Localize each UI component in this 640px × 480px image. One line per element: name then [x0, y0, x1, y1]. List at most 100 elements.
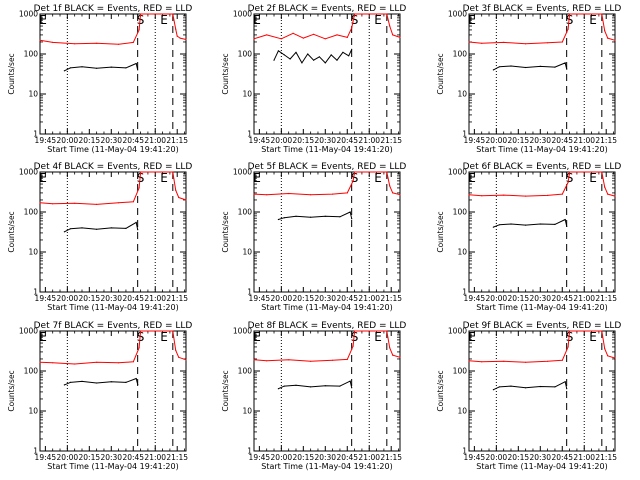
series-point [569, 330, 571, 332]
plot-frame [253, 330, 401, 452]
series-point [392, 354, 394, 356]
series-point [135, 377, 137, 380]
y-tick-label: 1000 [19, 10, 38, 19]
series-point [604, 30, 606, 32]
series-point [614, 195, 616, 197]
series-point [349, 211, 351, 213]
y-tick-label: 100 [24, 208, 39, 217]
detector-panel-7: Det 7f BLACK = Events, RED = LLD 1 10 100 10… [7, 321, 192, 471]
marker-s: S [137, 330, 145, 344]
series-point [81, 66, 83, 68]
x-tick-label: 21:00 [573, 294, 595, 303]
x-axis-label: Start Time (11-May-04 19:41:20) [476, 145, 607, 154]
series-point [561, 41, 563, 43]
x-tick-label: 21:15 [595, 453, 617, 462]
x-tick-label: 20:45 [551, 136, 573, 145]
y-tick-label: 100 [238, 208, 253, 217]
x-tick-label: 19:45 [249, 136, 271, 145]
y-axis-label: Counts/sec [7, 53, 16, 94]
series-point [283, 217, 285, 219]
panel-title: Det 5f BLACK = Events, RED = LLD [248, 162, 407, 172]
series-point [132, 361, 134, 363]
series-point [302, 37, 304, 39]
series-point [503, 41, 505, 44]
x-tick-label: 20:45 [336, 294, 358, 303]
x-axis-label: Start Time (11-May-04 19:41:20) [47, 303, 178, 312]
marker-e: E [39, 330, 47, 344]
series-point [39, 361, 41, 363]
series-point [280, 38, 282, 40]
plot-frame [468, 171, 616, 293]
x-tick-label: 21:00 [358, 136, 380, 145]
panel-title: Det 9f BLACK = Events, RED = LLD [463, 321, 622, 331]
series-point [69, 228, 71, 230]
y-tick-label: 1000 [448, 10, 467, 19]
series-point [525, 387, 527, 389]
series-point [313, 59, 315, 61]
y-tick-label: 10 [457, 248, 467, 257]
panel-title: Det 3f BLACK = Events, RED = LLD [463, 4, 622, 14]
x-axis-label: Start Time (11-May-04 19:41:20) [47, 462, 178, 471]
series-point [74, 43, 76, 45]
series-point [607, 37, 609, 39]
series-point [96, 382, 98, 384]
series-point [52, 41, 54, 44]
series-point [172, 13, 174, 15]
marker-s: S [566, 171, 574, 185]
x-tick-label: 21:15 [380, 136, 402, 145]
series-point [564, 218, 566, 221]
x-tick-label: 20:00 [271, 294, 293, 303]
series-point [175, 28, 177, 30]
series-point [547, 42, 549, 44]
x-tick-label: 21:15 [380, 453, 402, 462]
series-point [567, 28, 569, 30]
series-point [283, 54, 285, 56]
y-tick-label: 1000 [19, 327, 38, 336]
detector-panel-8: Det 8f BLACK = Events, RED = LLD 1 10 100 10… [221, 321, 406, 471]
series-point [567, 181, 569, 183]
marker-s: S [566, 13, 574, 27]
y-tick-label: 10 [28, 90, 38, 99]
y-tick-label: 1000 [448, 327, 467, 336]
series-point [339, 385, 341, 387]
x-axis-label: Start Time (11-May-04 19:41:20) [476, 303, 607, 312]
y-tick-label: 10 [242, 90, 252, 99]
series-point [110, 66, 112, 68]
series-point [273, 59, 275, 61]
series-point [63, 231, 65, 233]
series-point [140, 330, 142, 332]
series-point [554, 223, 556, 225]
series-point [292, 32, 294, 34]
series-point [330, 54, 332, 56]
y-axis-label: Counts/sec [7, 211, 16, 252]
x-tick-label: 20:15 [293, 136, 315, 145]
x-tick-label: 21:00 [358, 453, 380, 462]
series-line-0 [468, 330, 616, 363]
series-point [389, 185, 391, 187]
x-tick-label: 20:00 [57, 453, 79, 462]
series-point [569, 171, 571, 173]
y-tick-label: 10 [242, 248, 252, 257]
series-point [481, 195, 483, 197]
y-tick-label: 1 [247, 288, 252, 297]
y-tick-label: 100 [238, 367, 253, 376]
series-point [539, 223, 541, 225]
x-tick-label: 20:45 [336, 453, 358, 462]
y-tick-label: 100 [453, 50, 468, 59]
marker-e: E [160, 171, 168, 185]
series-point [351, 27, 353, 29]
series-point [525, 361, 527, 363]
series-line-1 [493, 381, 568, 391]
series-point [318, 56, 320, 58]
series-point [185, 38, 187, 41]
series-line-1 [493, 62, 568, 71]
x-axis-label: Start Time (11-May-04 19:41:20) [261, 303, 392, 312]
marker-s: S [137, 13, 145, 27]
series-point [389, 25, 391, 27]
x-tick-label: 21:00 [358, 294, 380, 303]
series-point [339, 216, 341, 218]
y-axis-label: Counts/sec [221, 370, 230, 411]
series-point [386, 171, 388, 173]
series-point [96, 203, 98, 205]
x-tick-label: 20:15 [79, 294, 101, 303]
